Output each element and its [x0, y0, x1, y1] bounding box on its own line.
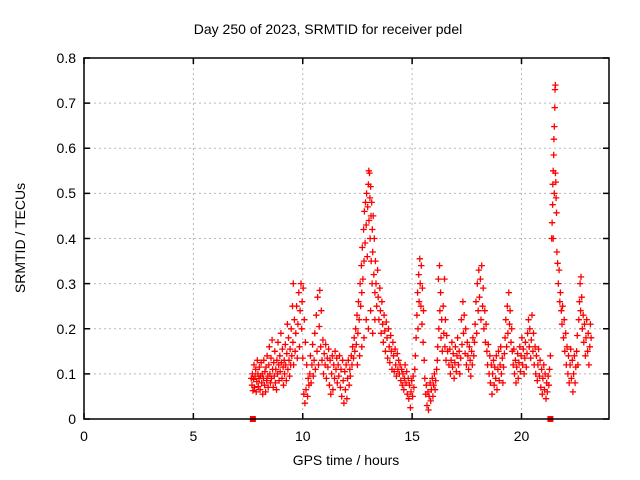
axis-ticks	[83, 57, 609, 420]
scatter-points-srmtid	[248, 81, 595, 414]
y-tick-label: 0	[68, 411, 76, 427]
y-tick-label: 0.6	[56, 140, 76, 157]
y-tick-label: 0.5	[56, 185, 76, 202]
y-tick-label: 0.8	[56, 50, 76, 66]
y-tick-label: 0.2	[56, 320, 76, 337]
y-tick-label: 0.3	[56, 275, 76, 292]
x-tick-label: 0	[80, 428, 88, 444]
scatter-series	[248, 81, 595, 422]
x-tick-label: 5	[189, 428, 198, 444]
x-axis-label: GPS time / hours	[292, 452, 400, 468]
y-tick-label: 0.7	[56, 95, 76, 112]
y-tick-label: 0.4	[56, 230, 76, 247]
gridlines	[84, 58, 609, 419]
x-tick-label: 15	[404, 428, 420, 444]
chart-title: Day 250 of 2023, SRMTID for receiver pde…	[193, 21, 463, 37]
x-tick-label: 20	[513, 428, 530, 444]
x-tick-label: 10	[294, 428, 311, 444]
y-tick-label: 0.1	[56, 365, 76, 382]
